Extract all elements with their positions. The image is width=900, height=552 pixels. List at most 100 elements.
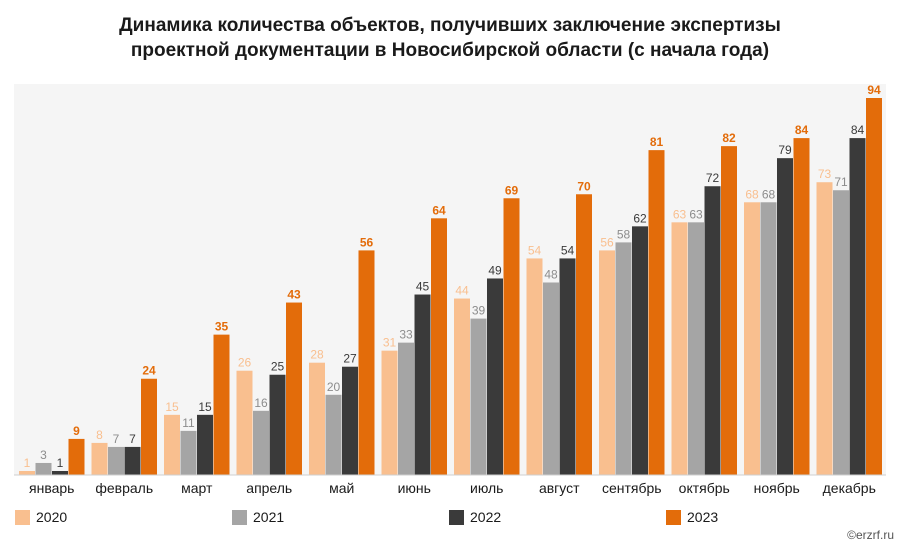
legend-swatch-2023 [666,509,681,525]
bar-2021-6 [398,342,414,475]
chart-title: Динамика количества объектов, получивших… [0,13,900,63]
bar-2020-5 [309,362,325,475]
data-label-2021-1: 3 [40,448,47,462]
data-label-2022-6: 45 [416,280,430,294]
data-label-2023-10: 82 [722,131,736,145]
bar-2020-8 [526,258,543,475]
data-label-2023-9: 81 [650,135,664,149]
data-label-2023-2: 24 [142,364,156,378]
bar-2023-8 [576,194,592,476]
bar-2021-9 [615,242,632,475]
bar-2022-3 [197,414,213,475]
x-tick-label-12: декабрь [823,480,876,496]
bar-2020-12 [816,182,833,476]
data-label-2022-3: 15 [198,400,212,414]
bar-2023-5 [358,250,375,475]
data-label-2020-9: 56 [600,235,614,249]
bar-2022-11 [777,158,793,475]
data-label-2021-4: 16 [254,396,268,410]
x-tick-label-9: сентябрь [602,480,662,496]
data-label-2023-3: 35 [215,320,229,334]
data-label-2022-12: 84 [851,123,865,137]
x-tick-label-10: октябрь [679,480,730,496]
data-label-2020-2: 8 [96,428,103,442]
bar-2022-7 [487,278,503,475]
bar-2023-2 [141,378,157,475]
data-label-2020-6: 31 [383,336,397,350]
legend-label-2021: 2021 [253,509,285,525]
data-label-2022-1: 1 [57,456,64,470]
data-label-2021-8: 48 [544,267,558,281]
data-label-2023-7: 69 [505,183,519,197]
data-label-2021-7: 39 [472,304,486,318]
x-tick-label-5: май [329,480,354,496]
plot-area [14,84,886,475]
data-label-2022-4: 25 [271,360,285,374]
data-label-2020-12: 73 [818,167,832,181]
legend-label-2020: 2020 [36,509,68,525]
bar-2020-1 [19,470,35,475]
data-label-2022-10: 72 [706,171,720,185]
legend-item-2022: 2022 [449,508,501,526]
data-label-2020-5: 28 [310,348,324,362]
bar-2023-4 [286,302,302,475]
bar-2023-7 [503,198,520,475]
legend-label-2023: 2023 [687,509,719,525]
legend-item-2023: 2023 [666,508,718,526]
bar-2020-4 [236,370,253,475]
data-label-2021-6: 33 [399,328,413,342]
data-label-2021-10: 63 [689,207,703,221]
bar-2023-6 [431,218,447,475]
bar-2023-3 [213,334,230,475]
bar-2022-5 [342,366,358,475]
data-label-2021-11: 68 [762,187,776,201]
x-tick-label-4: апрель [246,480,292,496]
legend-swatch-2021 [232,509,247,525]
bar-2021-4 [253,410,269,475]
data-label-2022-5: 27 [343,352,357,366]
bar-2022-10 [704,186,721,475]
bar-2022-12 [849,138,866,475]
x-tick-label-11: ноябрь [754,480,800,496]
bar-2023-9 [648,150,665,475]
data-label-2020-8: 54 [528,243,542,257]
x-tick-label-2: февраль [95,480,153,496]
bar-2022-9 [632,226,648,475]
watermark: ©erzrf.ru [847,528,894,542]
bar-2021-11 [760,202,777,475]
data-label-2021-3: 11 [182,416,195,430]
x-tick-label-3: март [181,480,213,496]
x-tick-label-1: январь [29,480,74,496]
bar-2020-11 [744,202,760,475]
legend-item-2021: 2021 [232,508,284,526]
bar-2022-2 [124,446,141,475]
data-label-2020-4: 26 [238,356,252,370]
bar-2021-3 [180,430,197,475]
bar-2021-7 [470,318,487,475]
data-label-2022-8: 54 [561,243,575,257]
data-label-2022-9: 62 [633,211,647,225]
bar-2023-1 [68,438,85,475]
bar-2020-2 [91,442,108,475]
data-label-2021-9: 58 [617,227,631,241]
bar-2022-6 [414,294,431,475]
bar-2020-3 [164,414,180,475]
bar-2020-7 [454,298,470,475]
data-label-2023-11: 84 [795,123,809,137]
data-label-2020-10: 63 [673,207,687,221]
data-label-2023-1: 9 [73,424,80,438]
legend-item-2020: 2020 [15,508,67,526]
data-label-2023-5: 56 [360,235,374,249]
x-tick-label-8: август [539,480,580,496]
data-label-2020-1: 1 [24,456,31,470]
chart-title-line-1: Динамика количества объектов, получивших… [119,15,781,36]
x-tick-label-6: июнь [398,480,431,496]
bar-2021-1 [35,462,52,475]
bar-2022-8 [559,258,576,475]
data-label-2022-11: 79 [778,143,792,157]
data-label-2021-5: 20 [327,380,341,394]
bar-2020-6 [381,350,398,475]
legend-swatch-2020 [15,509,30,525]
data-label-2023-4: 43 [287,288,301,302]
